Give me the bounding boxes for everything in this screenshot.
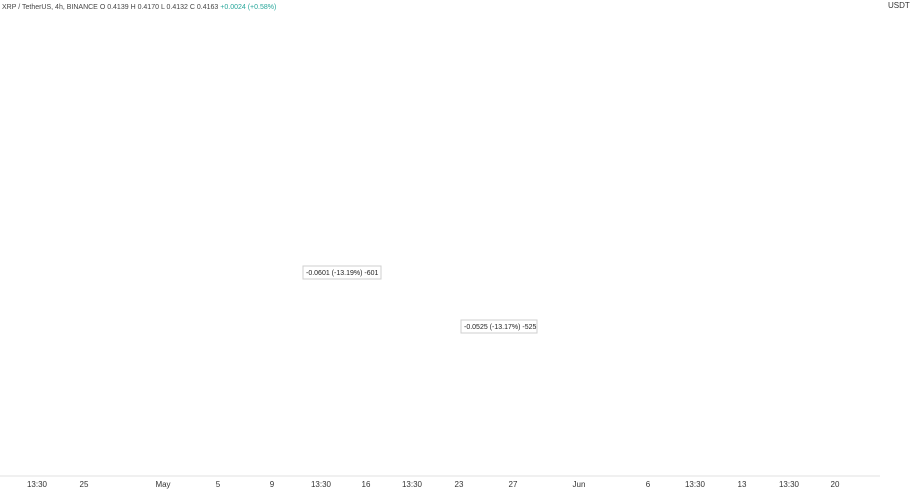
x-tick-label: Jun	[573, 480, 586, 489]
ohlc-close: C 0.4163	[190, 4, 219, 11]
x-tick-label: 25	[80, 480, 89, 489]
time-axis[interactable]: 13:30 25 May 5 9 13:30 16 13:30 23 27 Jun 6 13:30 13 1…	[0, 475, 880, 489]
x-tick-label: May	[155, 480, 170, 489]
x-tick-label: 13:30	[402, 480, 423, 489]
ohlc-open: O 0.4139	[100, 4, 129, 11]
currency-label: USDT	[888, 1, 910, 10]
ohlc-high: H 0.4170	[131, 4, 160, 11]
x-tick-label: 6	[646, 480, 651, 489]
drawings: -0.0601 (-13.19%) -601 -0.0525 (-13.17%) …	[302, 265, 538, 334]
x-tick-label: 13:30	[27, 480, 48, 489]
x-tick-label: 27	[509, 480, 518, 489]
x-tick-label: 13:30	[311, 480, 332, 489]
x-tick-label: 13	[738, 480, 747, 489]
x-tick-label: 20	[831, 480, 840, 489]
x-tick-label: 16	[362, 480, 371, 489]
measure-box-1	[302, 265, 382, 280]
x-tick-label: 23	[455, 480, 464, 489]
measure-label-2: -0.0525 (-13.17%) -525	[464, 324, 536, 331]
price-axis[interactable]: USDT 0.70000.66000.62000.58000.54000.500…	[887, 0, 912, 10]
x-tick-label: 5	[216, 480, 221, 489]
chart-header: XRP / TetherUS, 4h, BINANCE O 0.4139 H 0…	[2, 4, 276, 11]
x-tick-label: 9	[270, 480, 275, 489]
x-tick-label: 13:30	[779, 480, 800, 489]
ohlc-low: L 0.4132	[161, 4, 188, 11]
symbol-label[interactable]: XRP / TetherUS, 4h, BINANCE O 0.4139 H 0…	[2, 4, 276, 11]
x-tick-label: 13:30	[685, 480, 706, 489]
measure-box-2	[460, 319, 538, 334]
ohlc-change: +0.0024 (+0.58%)	[220, 4, 276, 11]
measure-label-1: -0.0601 (-13.19%) -601	[306, 270, 378, 277]
